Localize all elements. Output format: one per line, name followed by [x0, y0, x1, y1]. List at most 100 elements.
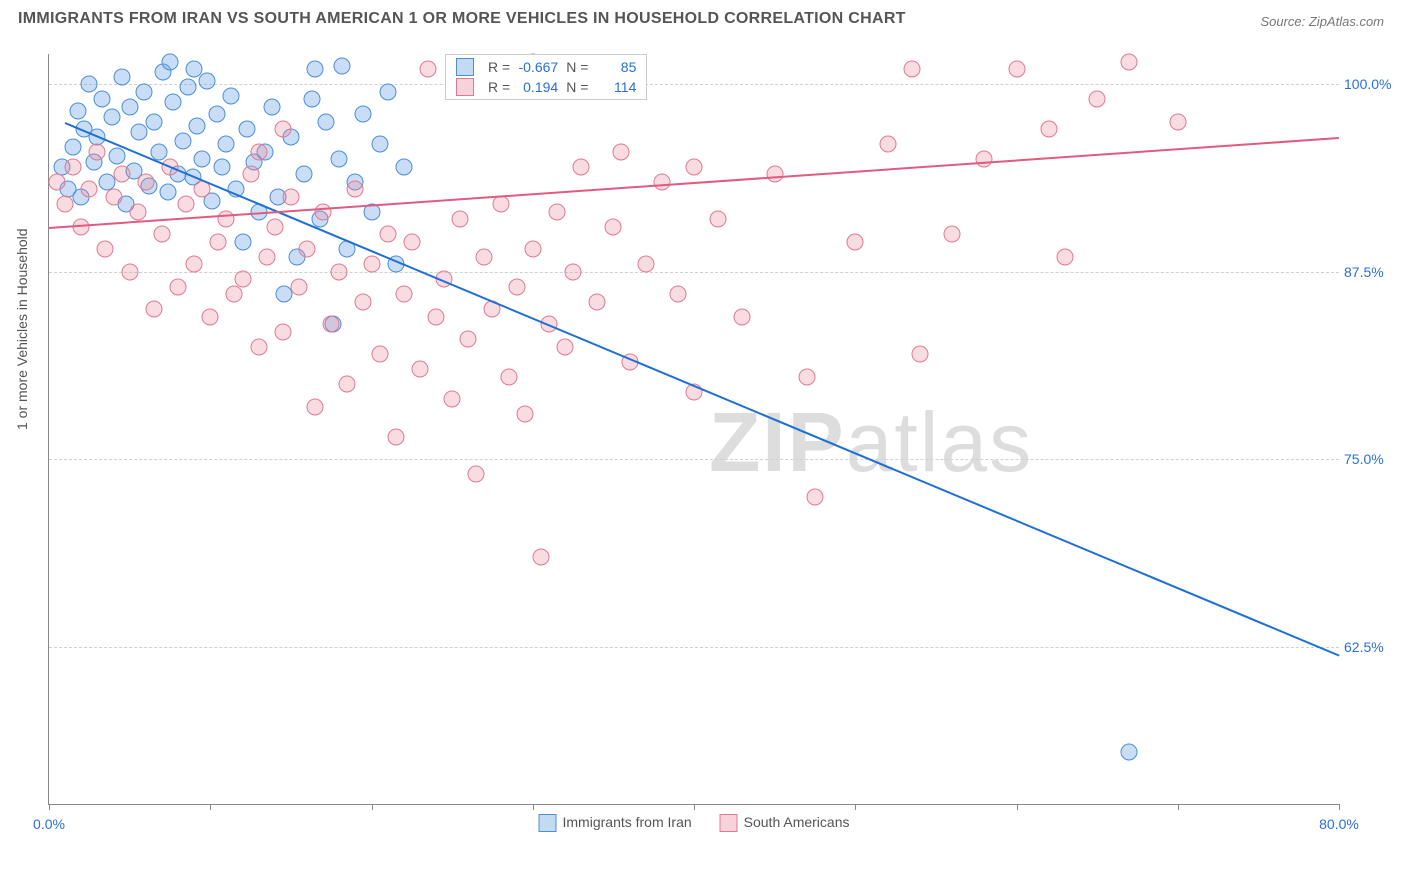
scatter-point	[806, 488, 823, 505]
r-stat-sa: R = 0.194	[488, 79, 558, 95]
scatter-point	[289, 248, 306, 265]
scatter-point	[395, 158, 412, 175]
trend-line	[49, 137, 1339, 229]
scatter-point	[274, 323, 291, 340]
scatter-point	[303, 91, 320, 108]
scatter-point	[444, 391, 461, 408]
scatter-point	[129, 203, 146, 220]
scatter-point	[210, 233, 227, 250]
scatter-point	[334, 58, 351, 75]
scatter-point	[355, 106, 372, 123]
scatter-point	[347, 181, 364, 198]
x-tick-mark	[855, 804, 856, 810]
n-value: 85	[592, 59, 636, 75]
scatter-point	[155, 64, 172, 81]
x-tick-label-left: 0.0%	[33, 816, 65, 832]
scatter-point	[194, 151, 211, 168]
scatter-point	[223, 88, 240, 105]
scatter-point	[879, 136, 896, 153]
scatter-point	[86, 154, 103, 171]
n-label: N =	[566, 59, 588, 75]
scatter-point	[65, 158, 82, 175]
scatter-point	[500, 368, 517, 385]
x-tick-mark	[372, 804, 373, 810]
scatter-point	[282, 188, 299, 205]
scatter-point	[70, 103, 87, 120]
scatter-point	[798, 368, 815, 385]
x-tick-label-right: 80.0%	[1319, 816, 1359, 832]
scatter-point	[60, 181, 77, 198]
scatter-point	[94, 91, 111, 108]
scatter-point	[476, 248, 493, 265]
x-tick-mark	[694, 804, 695, 810]
scatter-point	[605, 218, 622, 235]
bottom-legend-label-iran: Immigrants from Iran	[563, 814, 692, 830]
scatter-point	[186, 61, 203, 78]
scatter-point	[161, 53, 178, 70]
scatter-point	[1056, 248, 1073, 265]
y-axis-label: 1 or more Vehicles in Household	[14, 228, 30, 430]
scatter-point	[276, 286, 293, 303]
correlation-row-iran: R = -0.667 N = 85	[446, 57, 646, 77]
scatter-point	[492, 196, 509, 213]
scatter-point	[170, 278, 187, 295]
scatter-point	[213, 158, 230, 175]
scatter-point	[331, 151, 348, 168]
scatter-point	[269, 188, 286, 205]
y-tick-label: 87.5%	[1344, 264, 1399, 280]
r-value: 0.194	[514, 79, 558, 95]
scatter-point	[419, 61, 436, 78]
scatter-point	[53, 158, 70, 175]
scatter-point	[1121, 743, 1138, 760]
scatter-point	[315, 203, 332, 220]
n-stat-iran: N = 85	[566, 59, 636, 75]
scatter-point	[589, 293, 606, 310]
scatter-point	[460, 331, 477, 348]
scatter-point	[250, 143, 267, 160]
scatter-point	[613, 143, 630, 160]
trend-line	[65, 122, 1340, 656]
scatter-point	[307, 398, 324, 415]
scatter-point	[1008, 61, 1025, 78]
scatter-point	[387, 428, 404, 445]
scatter-point	[339, 376, 356, 393]
y-tick-label: 75.0%	[1344, 451, 1399, 467]
x-tick-mark	[210, 804, 211, 810]
scatter-point	[290, 278, 307, 295]
n-label: N =	[566, 79, 588, 95]
scatter-point	[103, 109, 120, 126]
scatter-point	[653, 173, 670, 190]
scatter-point	[363, 256, 380, 273]
scatter-point	[548, 203, 565, 220]
scatter-point	[637, 256, 654, 273]
correlation-row-sa: R = 0.194 N = 114	[446, 77, 646, 97]
scatter-point	[145, 301, 162, 318]
scatter-point	[318, 113, 335, 130]
scatter-point	[218, 136, 235, 153]
scatter-point	[976, 151, 993, 168]
y-tick-label: 62.5%	[1344, 639, 1399, 655]
bottom-legend-label-sa: South Americans	[744, 814, 850, 830]
scatter-point	[140, 178, 157, 195]
source-attribution: Source: ZipAtlas.com	[1260, 14, 1384, 29]
scatter-point	[379, 226, 396, 243]
scatter-point	[108, 148, 125, 165]
scatter-point	[81, 181, 98, 198]
scatter-point	[1089, 91, 1106, 108]
scatter-point	[282, 128, 299, 145]
scatter-point	[136, 83, 153, 100]
scatter-point	[121, 98, 138, 115]
scatter-point	[258, 248, 275, 265]
x-tick-mark	[1339, 804, 1340, 810]
scatter-point	[371, 346, 388, 363]
swatch-iran	[539, 814, 557, 832]
gridline-h	[49, 459, 1339, 460]
watermark: ZIPatlas	[709, 394, 1033, 491]
scatter-point	[145, 113, 162, 130]
gridline-h	[49, 272, 1339, 273]
scatter-point	[105, 188, 122, 205]
r-label: R =	[488, 79, 510, 95]
x-tick-mark	[1017, 804, 1018, 810]
scatter-point	[911, 346, 928, 363]
scatter-point	[174, 133, 191, 150]
